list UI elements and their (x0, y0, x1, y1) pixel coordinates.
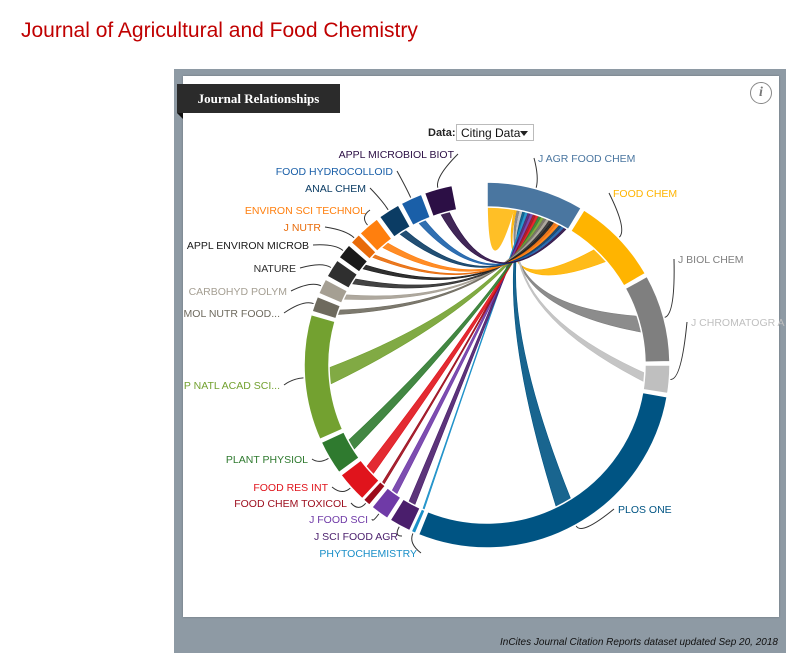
leader-food-res-int (331, 486, 351, 493)
arc-environ-sci-technol[interactable] (358, 217, 393, 253)
chord-self (487, 207, 515, 251)
info-icon[interactable]: i (750, 82, 772, 104)
leader-p-natl-acad-sci (283, 377, 304, 386)
leader-phytochemistry (411, 533, 422, 554)
leader-anal-chem (369, 187, 389, 211)
leader-plos-one (575, 508, 615, 529)
chord-arcs (303, 181, 671, 549)
label-j-biol-chem[interactable]: J BIOL CHEM (678, 254, 744, 266)
label-p-natl-acad-sci[interactable]: P NATL ACAD SCI... (184, 380, 280, 392)
arc-appl-microbiol-biot[interactable] (423, 184, 458, 218)
label-mol-nutr-food[interactable]: MOL NUTR FOOD... (184, 308, 280, 320)
label-environ-sci-technol[interactable]: ENVIRON SCI TECHNOL (245, 205, 366, 217)
leader-j-chromatogr-a (670, 321, 688, 380)
label-j-sci-food-agr[interactable]: J SCI FOOD AGR (314, 531, 398, 543)
leader-j-biol-chem (664, 258, 675, 318)
label-food-chem[interactable]: FOOD CHEM (613, 188, 677, 200)
leader-j-sci-food-agr (396, 526, 403, 537)
label-phytochemistry[interactable]: PHYTOCHEMISTRY (319, 548, 417, 560)
label-food-chem-toxicol[interactable]: FOOD CHEM TOXICOL (234, 498, 347, 510)
data-select-value: Citing Data (461, 126, 521, 140)
arc-carbohyd-polym[interactable] (317, 278, 349, 305)
arc-j-food-sci[interactable] (370, 486, 402, 520)
arc-food-chem-toxicol[interactable] (362, 480, 387, 507)
leader-environ-sci-technol (364, 209, 371, 226)
arc-p-natl-acad-sci[interactable] (303, 313, 344, 441)
arc-plos-one[interactable] (417, 391, 669, 549)
arc-nature[interactable] (325, 258, 359, 290)
leader-food-chem (608, 192, 623, 238)
arc-j-chromatogr-a[interactable] (642, 364, 671, 395)
leader-food-chem-toxicol (350, 502, 367, 508)
leader-j-nutr (324, 226, 355, 239)
arc-j-biol-chem[interactable] (624, 275, 671, 364)
arc-plant-physiol[interactable] (320, 430, 361, 474)
arc-mol-nutr-food[interactable] (311, 295, 342, 320)
arc-anal-chem[interactable] (378, 203, 412, 239)
leader-food-hydrocolloid (396, 170, 412, 198)
chord-labels: J AGR FOOD CHEM FOOD CHEM J BIOL CHEM J CHR… (184, 149, 785, 560)
arc-j-agr-food-chem[interactable] (486, 181, 583, 231)
label-j-food-sci[interactable]: J FOOD SCI (309, 514, 368, 526)
label-carbohyd-polym[interactable]: CARBOHYD POLYM (189, 286, 287, 298)
leader-nature (299, 264, 332, 269)
footer-note: InCites Journal Citation Reports dataset… (500, 637, 778, 648)
label-j-agr-food-chem[interactable]: J AGR FOOD CHEM (538, 153, 635, 165)
label-appl-environ-microb[interactable]: APPL ENVIRON MICROB (187, 240, 309, 252)
arc-food-res-int[interactable] (339, 459, 381, 500)
label-appl-microbiol-biot[interactable]: APPL MICROBIOL BIOT (339, 149, 455, 161)
arc-appl-environ-microb[interactable] (337, 243, 369, 274)
leader-carbohyd-polym (290, 283, 322, 292)
leader-plant-physiol (311, 457, 329, 462)
label-food-hydrocolloid[interactable]: FOOD HYDROCOLLOID (276, 166, 394, 178)
label-plant-physiol[interactable]: PLANT PHYSIOL (226, 454, 308, 466)
leader-appl-microbiol-biot (437, 153, 459, 188)
label-plos-one[interactable]: PLOS ONE (618, 504, 672, 516)
arc-food-hydrocolloid[interactable] (400, 193, 432, 227)
page-title: Journal of Agricultural and Food Chemist… (21, 19, 418, 42)
label-j-chromatogr-a[interactable]: J CHROMATOGR A (691, 317, 785, 329)
label-j-nutr[interactable]: J NUTR (284, 222, 322, 234)
panel-title: Journal Relationships (177, 84, 340, 113)
leader-appl-environ-microb (312, 244, 344, 251)
label-nature[interactable]: NATURE (254, 263, 296, 275)
leader-j-agr-food-chem (533, 157, 538, 188)
arc-food-chem[interactable] (569, 208, 647, 288)
label-leaders (283, 153, 688, 554)
arc-j-sci-food-agr[interactable] (388, 497, 422, 532)
data-select-label: Data: (428, 127, 456, 139)
chevron-down-icon (520, 131, 528, 136)
arc-phytochemistry[interactable] (410, 507, 427, 535)
leader-mol-nutr-food (283, 302, 314, 314)
data-select[interactable]: Citing Data (456, 124, 534, 141)
label-anal-chem[interactable]: ANAL CHEM (305, 183, 366, 195)
label-food-res-int[interactable]: FOOD RES INT (253, 482, 328, 494)
panel-title-fold (177, 113, 183, 119)
leader-j-food-sci (371, 513, 380, 521)
arc-j-nutr[interactable] (349, 233, 378, 261)
